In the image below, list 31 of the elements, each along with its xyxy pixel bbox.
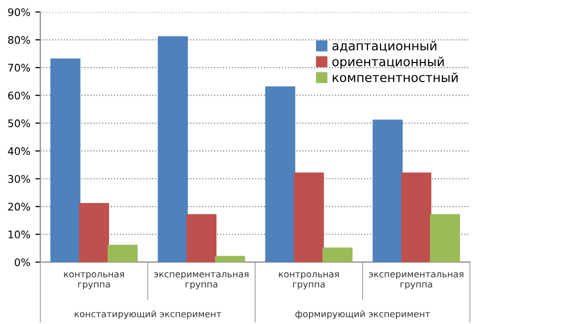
bar — [108, 244, 138, 262]
x-tick-label: экспериментальная группа — [154, 272, 248, 290]
x-tick-label: экспериментальная группа — [369, 272, 464, 290]
bar — [215, 256, 246, 262]
legend-label: ориентационный — [332, 56, 444, 69]
bar — [265, 86, 296, 262]
bar — [79, 203, 110, 262]
legend-label: адаптационный — [332, 40, 436, 52]
y-tick-label: 50% — [8, 119, 30, 128]
x-tick-label: контрольная группа — [64, 272, 124, 290]
y-tick-label: 20% — [8, 202, 30, 211]
y-tick-label: 0% — [14, 258, 30, 266]
legend-label: компетентностный — [332, 72, 458, 82]
x-tick-label: контрольная группа — [279, 272, 339, 290]
bar — [294, 172, 324, 262]
y-tick-label: 30% — [8, 174, 30, 183]
bar — [372, 120, 403, 262]
text: констатирующий эксперимент — [74, 310, 222, 320]
y-tick-label: 60% — [8, 92, 30, 100]
y-tick-label: 80% — [8, 36, 30, 44]
y-tick-label: 40% — [8, 147, 30, 156]
bar — [430, 214, 460, 262]
y-tick-label: 10% — [8, 230, 30, 238]
bar — [158, 36, 188, 262]
bar — [322, 248, 353, 262]
y-tick-label: 70% — [8, 64, 30, 72]
bar — [186, 214, 216, 262]
bar — [50, 58, 80, 262]
text: формирующий эксперимент — [295, 310, 430, 320]
y-tick-label: 90% — [8, 8, 30, 16]
bar — [401, 172, 432, 262]
